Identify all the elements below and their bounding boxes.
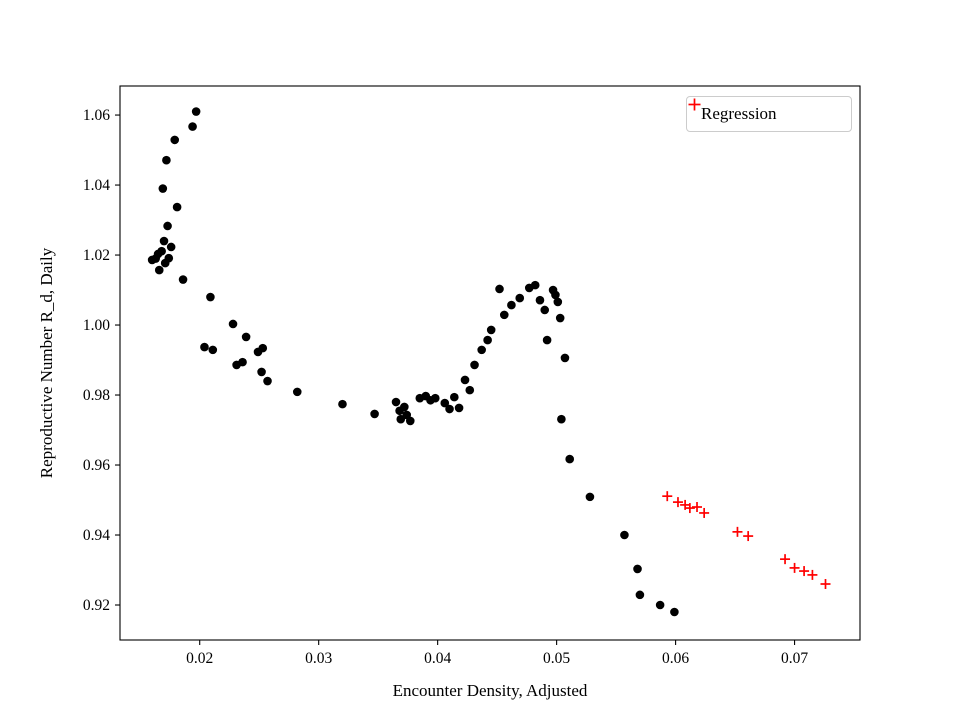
- y-axis-title: Reproductive Number R_d, Daily: [37, 247, 56, 479]
- svg-text:0.96: 0.96: [83, 457, 110, 474]
- svg-text:0.06: 0.06: [662, 650, 689, 667]
- svg-text:1.04: 1.04: [83, 177, 110, 194]
- svg-text:1.06: 1.06: [83, 107, 110, 124]
- legend-label: Regression: [701, 104, 777, 123]
- svg-text:0.03: 0.03: [305, 650, 332, 667]
- svg-text:1.00: 1.00: [83, 317, 110, 334]
- svg-text:0.92: 0.92: [83, 597, 110, 614]
- legend: Regression: [686, 96, 852, 132]
- svg-text:0.04: 0.04: [424, 650, 451, 667]
- svg-text:0.98: 0.98: [83, 387, 110, 404]
- plus-marker-icon: [688, 98, 701, 111]
- svg-text:0.05: 0.05: [543, 650, 570, 667]
- svg-text:0.07: 0.07: [781, 650, 808, 667]
- svg-text:1.02: 1.02: [83, 247, 110, 264]
- svg-text:0.02: 0.02: [186, 650, 213, 667]
- svg-text:0.94: 0.94: [83, 527, 110, 544]
- x-axis-title: Encounter Density, Adjusted: [392, 681, 588, 700]
